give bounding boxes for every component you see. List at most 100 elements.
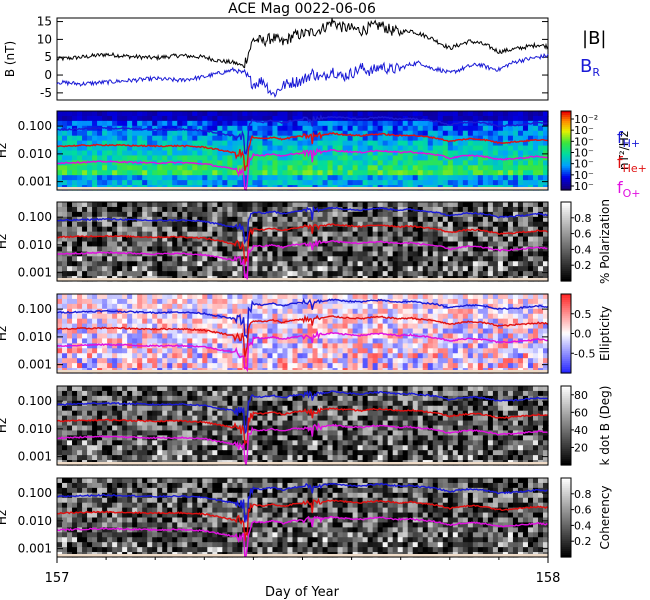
polarization-cell: [147, 236, 153, 243]
ellipticity-cell: [367, 343, 374, 349]
power-spectrum-cell: [537, 155, 544, 161]
polarization-cell: [202, 236, 208, 243]
k-dot-b-cell: [402, 386, 409, 392]
polarization-cell: [372, 256, 379, 262]
ellipticity-cell: [92, 298, 98, 305]
power-spectrum-cell: [367, 120, 374, 127]
power-spectrum-cell: [202, 180, 208, 186]
polarization-cell: [237, 206, 243, 213]
power-spectrum-cell: [397, 155, 404, 161]
power-spectrum-cell: [392, 155, 399, 161]
polarization-cell: [92, 271, 98, 277]
power-spectrum-cell: [132, 155, 138, 161]
power-spectrum-cell: [292, 170, 299, 176]
power-spectrum-cell: [127, 170, 133, 176]
power-spectrum-cell: [92, 160, 98, 166]
ellipticity-cell: [407, 318, 414, 325]
power-spectrum-cell: [432, 120, 439, 127]
power-spectrum-cell: [177, 170, 183, 176]
ellipticity-cell: [317, 328, 324, 335]
polarization-cell: [147, 206, 153, 213]
power-spectrum-cell: [362, 165, 369, 171]
polarization-cell: [357, 241, 364, 248]
polarization-cell: [482, 202, 489, 208]
polarization-cell: [172, 226, 178, 233]
polarization-cell: [517, 251, 524, 257]
polarization-colorbar-tick-label: 0.8: [574, 212, 592, 225]
ellipticity-cell: [487, 358, 494, 364]
polarization-cell: [517, 202, 524, 208]
polarization-cell: [197, 261, 203, 267]
power-spectrum-cell: [182, 175, 188, 181]
polarization-cell: [352, 221, 359, 228]
ellipticity-colorbar-band: [561, 335, 571, 339]
ellipticity-cell: [402, 303, 409, 310]
polarization-cell: [82, 221, 88, 228]
polarization-cell: [297, 221, 304, 228]
polarization-cell: [427, 251, 434, 257]
polarization-cell: [172, 266, 178, 272]
ellipticity-cell: [112, 318, 118, 325]
ellipticity-cell: [397, 353, 404, 359]
power-spectrum-cell: [107, 180, 113, 186]
polarization-cell: [352, 211, 359, 218]
ellipticity-cell: [327, 323, 334, 330]
polarization-cell: [387, 211, 394, 218]
power-spectrum-cell: [157, 115, 163, 122]
ellipticity-cell: [102, 323, 108, 330]
polarization-cell: [222, 226, 228, 233]
power-spectrum-cell: [112, 180, 118, 186]
ellipticity-cell: [397, 338, 404, 344]
ellipticity-cell: [462, 298, 469, 305]
polarization-cell: [397, 236, 404, 243]
polarization-cell: [72, 206, 78, 213]
ellipticity-cell: [137, 358, 143, 364]
power-spectrum-cell: [332, 180, 339, 186]
polarization-cell: [497, 202, 504, 208]
ellipticity-cell: [477, 313, 484, 320]
power-spectrum-cell: [232, 170, 238, 176]
ellipticity-cell: [252, 323, 259, 330]
polarization-cell: [357, 231, 364, 238]
polarization-cell: [352, 256, 359, 262]
power-spectrum-cell: [97, 175, 103, 181]
ellipticity-cell: [157, 363, 163, 369]
ellipticity-cell: [282, 328, 289, 335]
ellipticity-cell: [517, 313, 524, 320]
polarization-cell: [167, 241, 173, 248]
polarization-cell: [112, 221, 118, 228]
power-spectrum-cell: [407, 135, 414, 142]
power-spectrum-cell: [152, 130, 158, 137]
polarization-cell: [112, 206, 118, 213]
polarization-cell: [202, 211, 208, 218]
polarization-colorbar-band: [561, 243, 571, 247]
polarization-cell: [507, 216, 514, 223]
ellipticity-cell: [392, 294, 399, 300]
ellipticity-cell: [237, 328, 243, 335]
polarization-cell: [307, 216, 314, 223]
polarization-cell: [67, 266, 73, 272]
polarization-cell: [322, 236, 329, 243]
polarization-cell: [247, 251, 253, 257]
polarization-cell: [292, 266, 299, 272]
ellipticity-cell: [467, 363, 474, 369]
ellipticity-cell: [267, 353, 274, 359]
ellipticity-cell: [437, 308, 444, 315]
ellipticity-cell: [142, 318, 148, 325]
power-spectrum-cell: [527, 155, 534, 161]
ellipticity-cell: [392, 338, 399, 344]
polarization-cell: [427, 202, 434, 208]
power-spectrum-cell: [172, 115, 178, 122]
power-spectrum-cell: [117, 180, 123, 186]
ellipticity-cell: [67, 353, 73, 359]
ellipticity-cell: [297, 323, 304, 330]
power-spectrum-cell: [482, 140, 489, 147]
power-spectrum-cell: [527, 135, 534, 142]
polarization-cell: [542, 216, 549, 223]
polarization-cell: [362, 221, 369, 228]
power-spectrum-cell: [257, 150, 264, 157]
power-spectrum-cell: [382, 180, 389, 186]
ellipticity-cell: [427, 298, 434, 305]
polarization-cell: [312, 261, 319, 267]
power-spectrum-cell: [157, 135, 163, 142]
